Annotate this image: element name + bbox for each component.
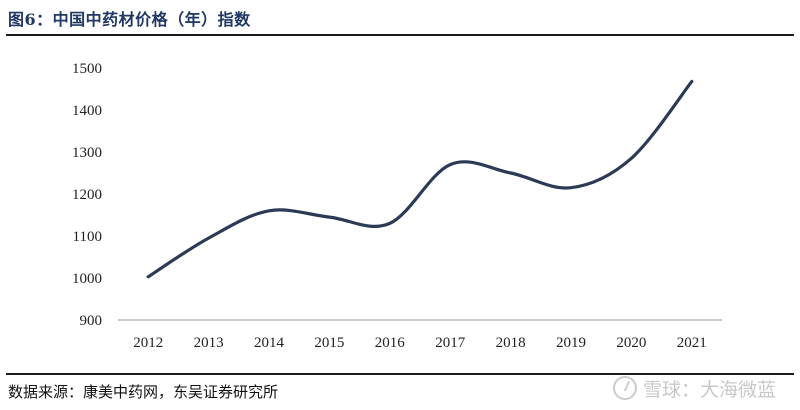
y-tick-label: 1500 (72, 61, 102, 77)
x-tick-label: 2013 (194, 335, 224, 351)
figure-title: 图6：中国中药材价格（年）指数 (8, 10, 251, 29)
x-tick-label: 2018 (496, 335, 526, 351)
series-line (146, 79, 694, 279)
x-tick-label: 2015 (314, 335, 344, 351)
y-tick-label: 1000 (72, 271, 102, 287)
bottom-rule (6, 373, 794, 375)
x-tick-label: 2016 (375, 335, 406, 351)
y-tick-label: 900 (80, 313, 103, 329)
x-tick-label: 2014 (254, 335, 285, 351)
x-tick-label: 2021 (677, 335, 707, 351)
x-tick-label: 2020 (616, 335, 646, 351)
line-chart: 900 1000 1100 1200 1300 1400 1500 2012 2013 2014… (72, 61, 722, 351)
y-tick-label: 1400 (72, 103, 102, 119)
watermark: 雪球：大海微蓝 (612, 375, 776, 402)
y-axis: 900 1000 1100 1200 1300 1400 1500 (72, 61, 102, 329)
data-points (148, 81, 692, 277)
x-tick-label: 2017 (435, 335, 466, 351)
y-tick-label: 1100 (73, 229, 102, 245)
y-tick-label: 1300 (72, 145, 102, 161)
top-rule (6, 34, 794, 36)
y-tick-label: 1200 (72, 187, 102, 203)
x-tick-label: 2019 (556, 335, 586, 351)
chart-area: 900 1000 1100 1200 1300 1400 1500 2012 2013 2014… (0, 36, 800, 372)
xueqiu-logo-icon (612, 376, 637, 400)
watermark-text: 雪球：大海微蓝 (642, 379, 776, 401)
x-axis: 2012 2013 2014 2015 2016 2017 2018 2019 2020 2021 (133, 335, 707, 351)
source-note: 数据来源：康美中药网，东吴证券研究所 (8, 383, 279, 401)
x-tick-label: 2012 (133, 335, 163, 351)
